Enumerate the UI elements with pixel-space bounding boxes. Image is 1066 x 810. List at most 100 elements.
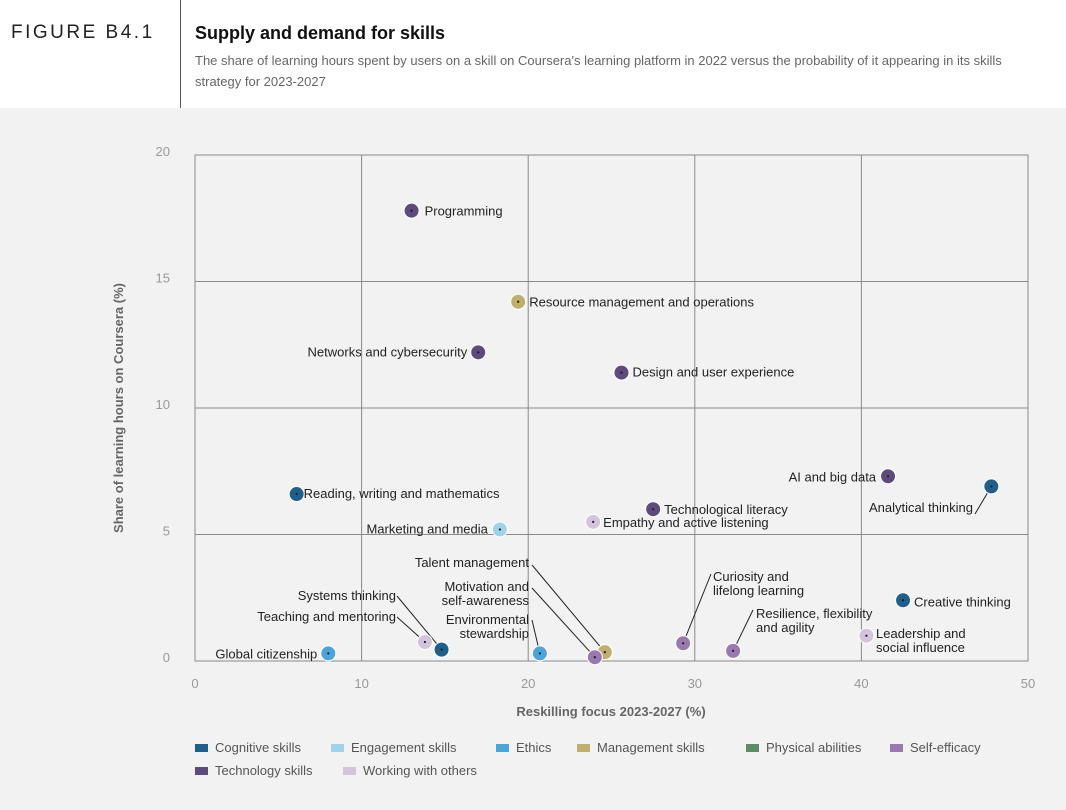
data-point-center bbox=[865, 634, 868, 637]
figure-header: FIGURE B4.1 Supply and demand for skills… bbox=[0, 0, 1066, 108]
y-tick-label: 10 bbox=[156, 397, 170, 412]
x-tick-label: 0 bbox=[191, 676, 198, 691]
point-label: Leadership and social influence bbox=[876, 626, 966, 655]
point-label: Talent management bbox=[415, 555, 530, 570]
legend-swatch bbox=[890, 743, 903, 752]
data-point-center bbox=[901, 599, 905, 602]
point-label: Technological literacy bbox=[664, 502, 788, 517]
legend-label: Technology skills bbox=[215, 763, 313, 778]
legend-label: Ethics bbox=[516, 740, 552, 755]
point-label: Reading, writing and mathematics bbox=[304, 486, 500, 501]
leader-line bbox=[396, 595, 442, 650]
chart-subtitle: The share of learning hours spent by use… bbox=[195, 53, 1002, 89]
data-point-center bbox=[517, 300, 520, 303]
data-point bbox=[858, 627, 875, 644]
data-point bbox=[895, 592, 912, 609]
point-label: Environmental stewardship bbox=[446, 612, 529, 641]
data-point-center bbox=[295, 492, 298, 496]
data-point-center bbox=[592, 520, 595, 523]
legend-item: Cognitive skills bbox=[195, 740, 301, 755]
data-point-center bbox=[620, 371, 623, 374]
data-point bbox=[288, 486, 305, 503]
point-label: Curiosity and lifelong learning bbox=[713, 569, 804, 598]
legend-swatch bbox=[343, 766, 356, 775]
y-tick-label: 5 bbox=[163, 524, 170, 539]
data-point bbox=[675, 635, 692, 652]
data-point-center bbox=[423, 640, 427, 644]
data-point-center bbox=[327, 652, 330, 655]
point-labels: Programming Resource management and opera… bbox=[215, 204, 1010, 662]
data-point-center bbox=[990, 485, 993, 488]
legend-label: Management skills bbox=[597, 740, 705, 755]
data-point-center bbox=[682, 642, 685, 645]
legend-swatch bbox=[746, 743, 759, 752]
chart-panel bbox=[0, 108, 1066, 810]
point-label: Systems thinking bbox=[298, 588, 396, 603]
data-point bbox=[416, 634, 433, 651]
data-point bbox=[725, 642, 742, 659]
data-point-center bbox=[538, 652, 541, 655]
y-tick-label: 15 bbox=[156, 271, 170, 286]
data-point bbox=[585, 513, 602, 530]
data-point bbox=[645, 501, 662, 518]
point-label: Motivation and self-awareness bbox=[442, 579, 530, 608]
legend-item: Technology skills bbox=[195, 763, 313, 778]
leader-line bbox=[531, 564, 606, 653]
x-tick-label: 20 bbox=[521, 676, 535, 691]
point-label: Resource management and operations bbox=[529, 295, 754, 310]
data-point bbox=[613, 364, 630, 381]
data-points bbox=[288, 202, 1000, 666]
legend-item: Working with others bbox=[343, 763, 477, 778]
legend-item: Management skills bbox=[577, 740, 705, 755]
legend-label: Self-efficacy bbox=[910, 740, 981, 755]
data-point-center bbox=[652, 508, 655, 511]
x-tick-label: 10 bbox=[354, 676, 368, 691]
point-label: Networks and cybersecurity bbox=[308, 344, 468, 359]
point-label: Marketing and media bbox=[366, 521, 488, 536]
legend-item: Physical abilities bbox=[746, 740, 861, 755]
data-point bbox=[983, 478, 1000, 495]
x-tick-label: 40 bbox=[854, 676, 868, 691]
chart-title: Supply and demand for skills bbox=[195, 23, 446, 43]
legend-swatch bbox=[577, 743, 590, 752]
point-label: AI and big data bbox=[789, 469, 877, 484]
data-point-center bbox=[410, 209, 413, 212]
legend-item: Ethics bbox=[496, 740, 551, 755]
data-point bbox=[531, 645, 548, 662]
leader-line bbox=[682, 573, 712, 644]
data-point bbox=[510, 293, 527, 310]
leader-line bbox=[531, 587, 596, 658]
data-point-center bbox=[603, 651, 606, 654]
point-label: Design and user experience bbox=[632, 365, 794, 380]
point-label: Creative thinking bbox=[914, 594, 1011, 609]
data-point bbox=[586, 649, 603, 666]
data-point bbox=[470, 344, 487, 361]
point-label: Programming bbox=[425, 204, 503, 219]
data-point-center bbox=[593, 656, 596, 659]
y-tick-label: 20 bbox=[156, 144, 170, 159]
data-point bbox=[491, 521, 508, 538]
point-label: Teaching and mentoring bbox=[257, 609, 396, 624]
legend-item: Engagement skills bbox=[331, 740, 457, 755]
legend-swatch bbox=[195, 766, 208, 775]
tick-labels: 0 10 20 30 40 50 0 5 10 15 20 bbox=[156, 144, 1036, 691]
legend-label: Cognitive skills bbox=[215, 740, 301, 755]
data-point-center bbox=[477, 351, 480, 354]
legend-label: Engagement skills bbox=[351, 740, 457, 755]
data-point bbox=[403, 202, 420, 219]
data-point bbox=[320, 645, 337, 662]
point-label: Resilience, flexibility and agility bbox=[756, 606, 873, 635]
header-divider bbox=[180, 0, 181, 108]
figure-label: FIGURE B4.1 bbox=[11, 22, 155, 43]
y-axis-label: Share of learning hours on Coursera (%) bbox=[111, 283, 126, 533]
legend-item: Self-efficacy bbox=[890, 740, 981, 755]
x-tick-label: 30 bbox=[688, 676, 702, 691]
legend-swatch bbox=[496, 743, 509, 752]
legend-swatch bbox=[331, 743, 344, 752]
data-point bbox=[433, 641, 450, 658]
x-axis-label: Reskilling focus 2023-2027 (%) bbox=[516, 704, 705, 719]
grid-layer bbox=[194, 154, 1029, 662]
y-tick-label: 0 bbox=[163, 650, 170, 665]
leader-lines bbox=[396, 486, 992, 658]
